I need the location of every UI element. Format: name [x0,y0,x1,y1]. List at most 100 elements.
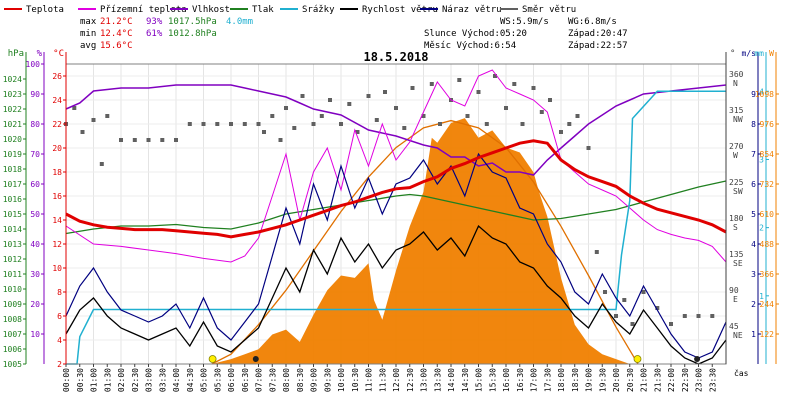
axis-tick-dir-deg: SW [733,187,743,196]
axis-tick-label-deg: 90 [729,286,739,295]
x-axis-tick-label: 04:00 [172,368,181,392]
axis-tick-label-temp: 12 [52,240,62,249]
axis-tick-label-hpa: 1018 [3,165,22,174]
axis-tick-label-pct: 20 [30,300,40,309]
axis-tick-label-w: 122 [760,330,775,339]
axis-tick-dir-deg: NW [733,115,743,124]
axis-tick-dir-deg: NE [733,331,743,340]
x-axis-tick-label: 01:30 [103,368,112,392]
stats-hum-min: 61% [146,29,163,39]
axis-tick-label-temp: 10 [52,264,62,273]
legend-label-rain: Srážky [302,5,335,15]
wind-direction-point [559,130,563,134]
x-axis-tick-label: 06:30 [241,368,250,392]
wind-direction-point [319,114,324,118]
axis-tick-label-deg: 225 [729,178,744,187]
axis-tick-label-temp: 26 [52,72,62,81]
wind-direction-point [174,138,178,142]
axis-tick-label-hpa: 1019 [3,150,22,159]
wind-direction-point [512,82,517,86]
axis-tick-label-hpa: 1024 [3,75,22,84]
axis-tick-label-temp: 20 [52,144,62,153]
wind-direction-point [201,122,206,126]
wind-direction-point [438,122,442,126]
axis-tick-label-hpa: 1016 [3,195,22,204]
axis-tick-label-hpa: 1011 [3,270,22,279]
axis-tick-label-temp: 2 [57,360,62,369]
wind-direction-point [270,114,275,118]
x-axis-tick-label: 17:30 [543,368,552,392]
wind-direction-point [614,314,618,318]
wind-direction-point [539,110,544,114]
axis-tick-dir-deg: SE [733,259,743,268]
stats-panel: max 21.2°C 93% 1017.5hPa 4.0mm min 12.4°… [80,17,628,51]
x-axis-tick-label: 15:00 [475,368,484,392]
wind-direction-point [603,290,607,294]
stats-avg-label: avg [80,41,96,51]
x-axis-tick-label: 21:30 [653,368,662,392]
x-axis-tick-label: 03:00 [145,368,154,392]
pressure-line [65,180,727,235]
axis-tick-dir-deg: S [733,223,738,232]
axis-tick-label-pct: 70 [30,150,40,159]
temperature-line [65,139,727,239]
stats-min-label: min [80,29,96,39]
axis-tick-label-temp: 8 [57,288,62,297]
axis-tick-label-ms: 8 [751,120,756,129]
axis-tick-label-hpa: 1005 [3,360,22,369]
axis-tick-label-temp: 4 [57,336,62,345]
x-axis-tick-label: 19:00 [585,368,594,392]
axis-unit-ms: m/s [742,49,757,58]
x-axis-tick-label: 15:30 [488,368,497,392]
x-axis-tick-label: 16:00 [502,368,511,392]
axis-tick-label-hpa: 1012 [3,255,22,264]
axis-tick-label-pct: 80 [30,120,40,129]
solar-radiation-area [211,118,630,364]
wind-gust-line [65,152,727,359]
x-axis-tick-label: 07:30 [268,368,277,392]
sunrise-marker [208,355,217,363]
axis-unit-hpa: hPa [8,49,24,59]
wind-direction-point [146,138,151,142]
wind-direction-point [105,114,110,118]
axis-tick-label-hpa: 1017 [3,180,22,189]
wind-direction-point [567,122,572,126]
x-axis-tick-label: 11:30 [378,368,387,392]
x-axis-tick-label: 14:30 [461,368,470,392]
axis-tick-label-hpa: 1013 [3,240,22,249]
info-ws: WS:5.9m/s [500,17,549,27]
wind-direction-point [347,102,352,106]
axis-tick-label-pct: 10 [30,330,40,339]
x-axis-tick-label: 18:30 [571,368,580,392]
axis-tick-label-pct: 30 [30,270,40,279]
sun-curve-line [211,119,639,365]
wind-direction-point [80,130,85,134]
axis-tick-label-deg: 180 [729,214,744,223]
axis-tick-label-w: 976 [760,120,775,129]
wind-direction-point [669,322,673,326]
axis-tick-label-pct: 100 [26,60,41,69]
axis-unit-pct: % [37,49,43,59]
axis-tick-label-w: 732 [760,180,775,189]
legend-label-hum: Vlhkost [192,5,230,15]
info-sunset: Západ:20:47 [568,29,628,39]
legend-label-ground: Přízemní teplota [100,5,187,15]
axis-tick-label-ms: 9 [751,90,756,99]
x-axis-tick-label: 00:30 [76,368,85,392]
axis-tick-label-deg: 270 [729,142,744,151]
wind-direction-point [339,122,343,126]
x-axis-tick-label: 09:30 [323,368,332,392]
wind-direction-point [710,314,715,318]
wind-direction-point [187,122,192,126]
axis-tick-label-mm: 1 [759,292,764,301]
axis-tick-label-mm: 3 [759,155,764,164]
wind-direction-point [504,106,508,110]
x-axis-tick-label: 12:30 [406,368,415,392]
wind-direction-point [374,118,379,122]
axis-tick-label-temp: 6 [57,312,62,321]
x-axis-tick-label: 18:00 [557,368,566,392]
wind-direction-point [531,86,536,90]
x-axis-tick-label: 08:30 [296,368,305,392]
axis-tick-label-temp: 14 [52,216,62,225]
wind-direction-point [682,314,687,318]
